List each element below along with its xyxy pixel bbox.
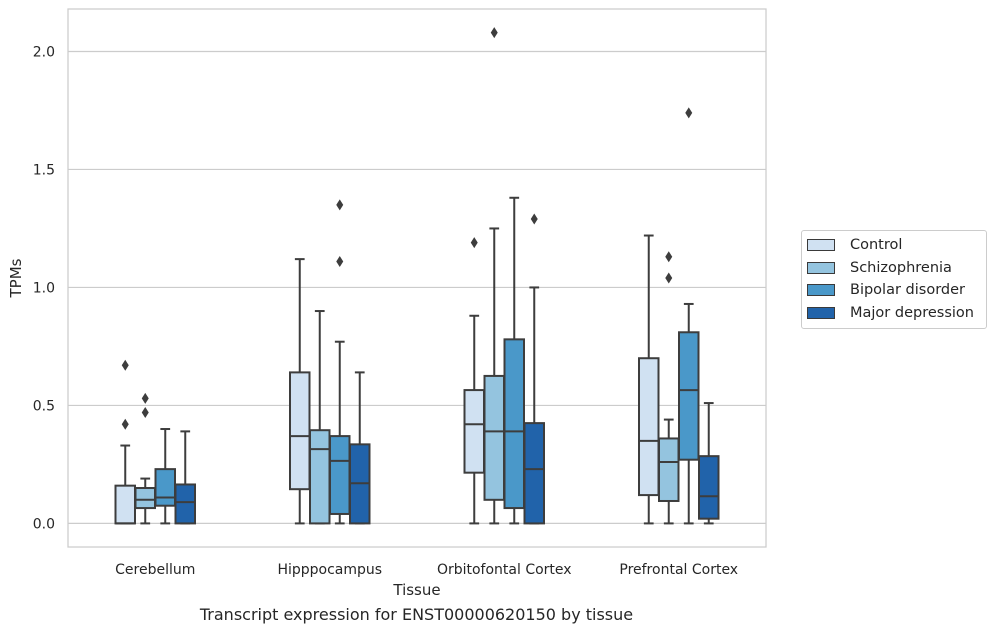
- box-bipolar-disorder: [678, 107, 700, 525]
- y-axis-label: TPMs: [7, 258, 25, 298]
- x-tick-label: Orbitofontal Cortex: [437, 562, 572, 578]
- outlier-marker: [141, 392, 149, 404]
- box-schizophrenia: [483, 27, 505, 525]
- y-tick-label: 1.0: [33, 280, 55, 296]
- legend-swatch: [807, 306, 835, 319]
- box-schizophrenia: [309, 310, 331, 525]
- box-body: [134, 487, 156, 510]
- box-control: [463, 237, 485, 525]
- box-body: [523, 422, 545, 525]
- box-body: [154, 468, 176, 507]
- box-bipolar-disorder: [503, 196, 525, 525]
- outlier-marker: [121, 359, 129, 371]
- box-body: [114, 484, 136, 525]
- x-tick-label: Hipppocampus: [277, 562, 382, 578]
- chart-legend: Control Schizophrenia Bipolar disorder Majo…: [801, 230, 987, 329]
- box-plots: [114, 27, 720, 525]
- box-control: [114, 359, 136, 525]
- box-body: [174, 483, 196, 525]
- chart-caption: Transcript expression for ENST0000062015…: [199, 605, 634, 624]
- legend-swatch: [807, 284, 835, 297]
- box-body: [658, 437, 680, 502]
- box-body: [289, 371, 311, 491]
- outlier-marker: [665, 251, 673, 263]
- box-body: [483, 374, 505, 501]
- box-control: [638, 234, 660, 525]
- x-axis-label: Tissue: [392, 581, 440, 599]
- y-tick-label: 1.5: [33, 162, 55, 178]
- outlier-marker: [336, 199, 344, 211]
- legend-label: Schizophrenia: [850, 259, 952, 276]
- legend-item: Bipolar disorder: [802, 279, 986, 302]
- box-control: [289, 258, 311, 525]
- box-major-depression: [349, 371, 371, 525]
- plot-frame: [67, 8, 767, 548]
- legend-item: Major depression: [802, 302, 986, 325]
- box-major-depression: [523, 213, 545, 525]
- x-tick-label: Prefrontal Cortex: [619, 562, 738, 578]
- legend-label: Major depression: [850, 304, 974, 321]
- outlier-marker: [665, 272, 673, 284]
- y-tick-label: 2.0: [33, 44, 55, 60]
- box-body: [329, 435, 351, 515]
- legend-item: Control: [802, 234, 986, 257]
- y-tick-label: 0.0: [33, 516, 55, 532]
- box-major-depression: [698, 402, 720, 525]
- box-schizophrenia: [134, 392, 156, 525]
- legend-item: Schizophrenia: [802, 257, 986, 280]
- box-body: [503, 338, 525, 510]
- box-body: [463, 389, 485, 474]
- box-major-depression: [174, 430, 196, 525]
- box-body: [678, 331, 700, 461]
- outlier-marker: [121, 418, 129, 430]
- y-tick-label: 0.5: [33, 398, 55, 414]
- box-schizophrenia: [658, 251, 680, 525]
- box-bipolar-disorder: [329, 199, 351, 525]
- box-body: [698, 455, 720, 520]
- box-body: [638, 357, 660, 497]
- outlier-marker: [685, 107, 693, 119]
- legend-swatch: [807, 239, 835, 252]
- legend-label: Bipolar disorder: [850, 282, 965, 299]
- outlier-marker: [530, 213, 538, 225]
- box-bipolar-disorder: [154, 428, 176, 525]
- outlier-marker: [490, 27, 498, 39]
- box-body: [309, 429, 331, 525]
- legend-label: Control: [850, 237, 903, 254]
- outlier-marker: [470, 237, 478, 249]
- y-tick-labels: 0.0 0.5 1.0 1.5 2.0: [33, 44, 55, 532]
- outlier-marker: [141, 407, 149, 418]
- outlier-marker: [336, 255, 344, 267]
- legend-swatch: [807, 261, 835, 274]
- x-tick-labels: Cerebellum Hipppocampus Orbitofontal Corte…: [115, 562, 738, 578]
- x-tick-label: Cerebellum: [115, 562, 195, 578]
